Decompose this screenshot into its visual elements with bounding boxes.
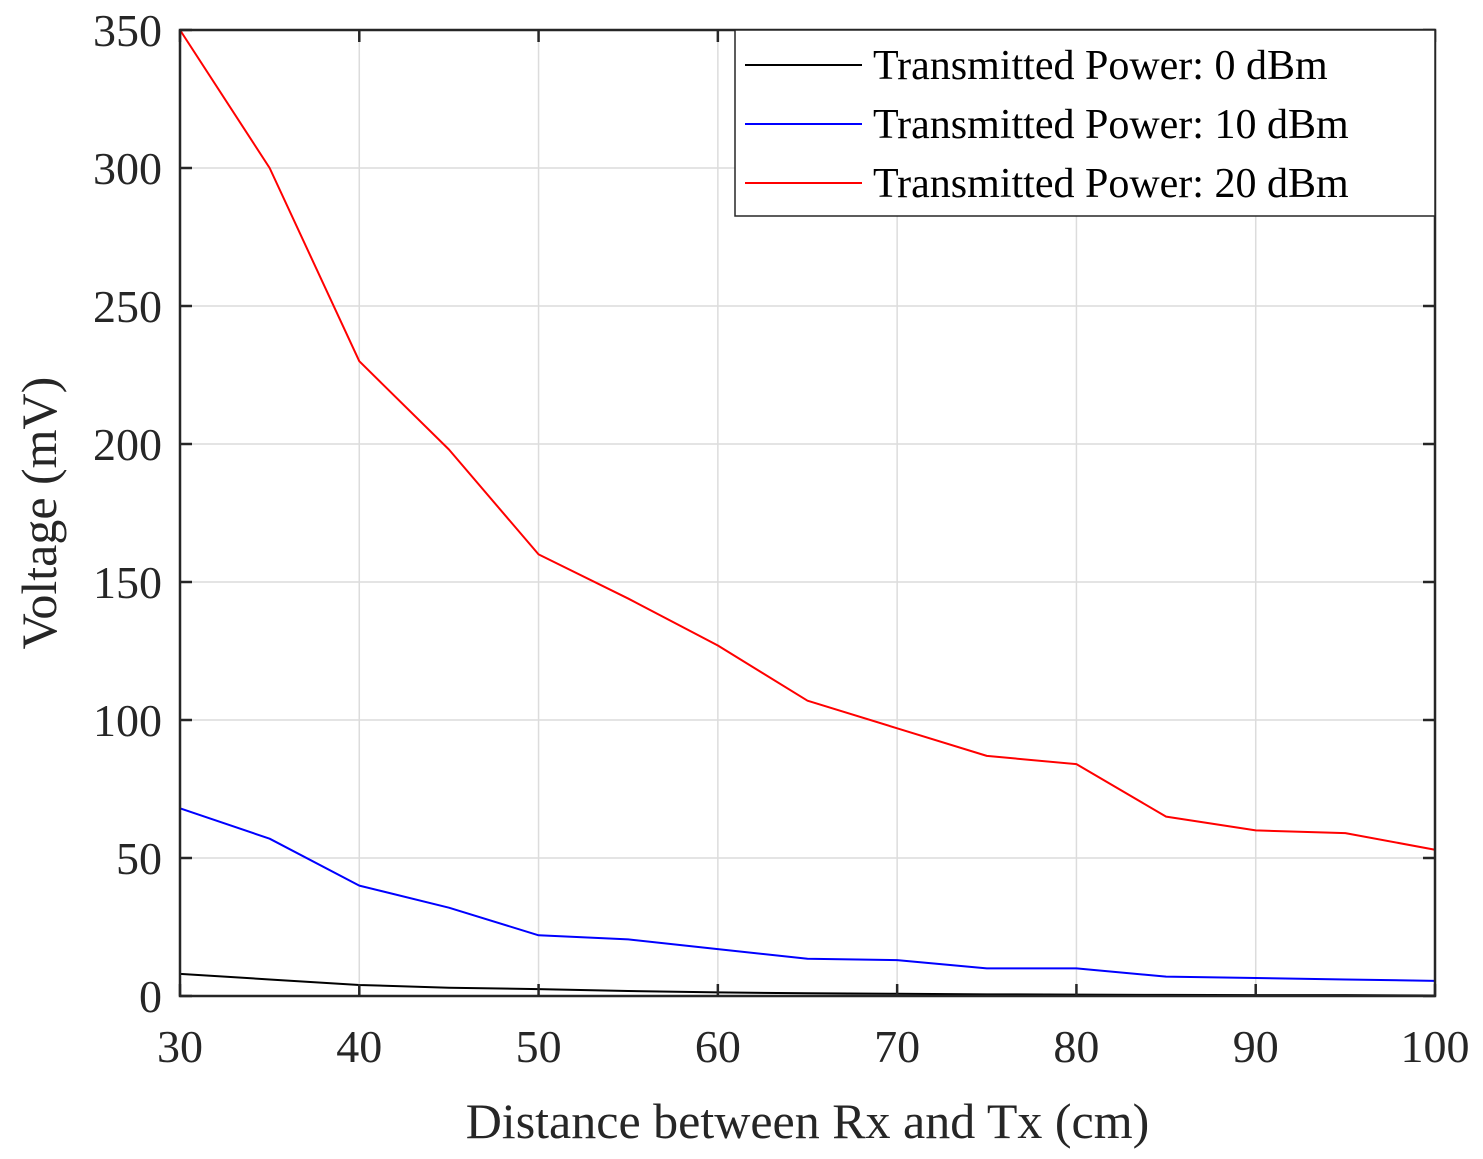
x-axis-label: Distance between Rx and Tx (cm)	[466, 1093, 1150, 1149]
x-tick-label: 80	[1053, 1021, 1099, 1072]
y-tick-label: 50	[116, 833, 162, 884]
series-line-1	[179, 807, 1436, 982]
x-tick-label: 60	[695, 1021, 741, 1072]
y-tick-label: 350	[93, 5, 162, 56]
legend-entries: Transmitted Power: 0 dBm Transmitted Powe…	[745, 43, 1349, 207]
series-line-2	[179, 29, 1436, 851]
legend-label-2: Transmitted Power: 20 dBm	[873, 161, 1349, 207]
x-tick-label: 90	[1233, 1021, 1279, 1072]
y-tick-label: 250	[93, 281, 162, 332]
axis-ticks: 30 40 50 60 70 80 90 100 0 50 100 150 200 250 300 350	[93, 5, 1470, 1072]
y-tick-label: 0	[139, 971, 162, 1022]
y-tick-label: 300	[93, 143, 162, 194]
x-tick-label: 50	[516, 1021, 562, 1072]
legend-label-0: Transmitted Power: 0 dBm	[873, 43, 1328, 89]
legend-label-1: Transmitted Power: 10 dBm	[873, 102, 1349, 148]
x-tick-label: 30	[157, 1021, 203, 1072]
y-tick-label: 200	[93, 419, 162, 470]
y-axis-label: Voltage (mV)	[11, 377, 67, 650]
legend: Transmitted Power: 0 dBm Transmitted Powe…	[734, 29, 1436, 217]
y-tick-label: 100	[93, 695, 162, 746]
x-tick-label: 100	[1401, 1021, 1470, 1072]
y-tick-label: 150	[93, 557, 162, 608]
x-tick-label: 70	[874, 1021, 920, 1072]
x-tick-label: 40	[336, 1021, 382, 1072]
